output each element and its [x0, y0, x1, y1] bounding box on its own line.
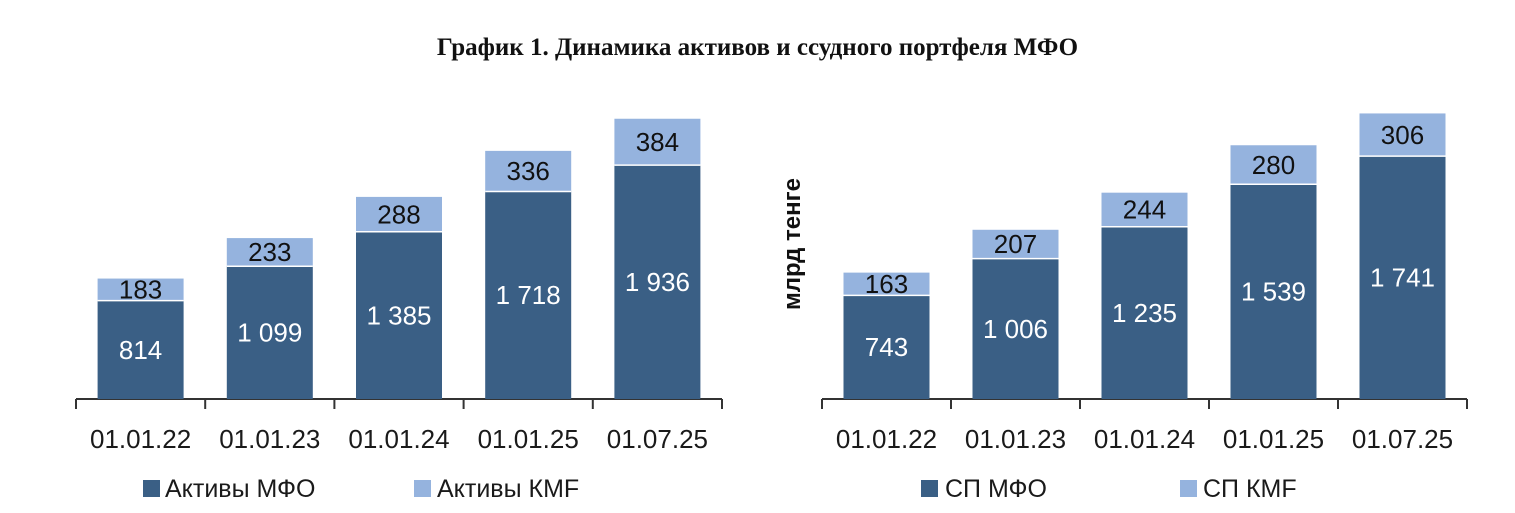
chart2-data-label-bottom: 1 741 — [1370, 263, 1435, 293]
chart1-bar-bottom — [226, 266, 313, 399]
chart2-x-tick-label: 01.01.22 — [836, 424, 937, 454]
chart2-bar-bottom — [1230, 184, 1317, 399]
chart2-data-label-top: 163 — [865, 269, 908, 299]
chart2-x-tick-label: 01.01.24 — [1094, 424, 1195, 454]
chart2-bar-bottom — [1359, 156, 1446, 399]
chart1-bar-bottom — [356, 231, 442, 399]
chart1-bar-top — [97, 278, 184, 301]
chart1-bar-bottom — [614, 165, 701, 399]
chart2-bar-bottom — [843, 295, 930, 399]
chart1-legend-swatch — [143, 480, 160, 497]
chart1-data-label-top: 288 — [377, 199, 420, 229]
chart1-data-label-bottom: 814 — [119, 335, 162, 365]
chart2-legend-label: СП МФО — [945, 475, 1047, 503]
chart2-x-tick-label: 01.01.25 — [1223, 424, 1324, 454]
chart2-bar-bottom — [972, 258, 1059, 399]
chart1-data-label-top: 336 — [507, 156, 550, 186]
chart1-data-label-bottom: 1 099 — [237, 318, 302, 348]
chart1-x-tick-label: 01.07.25 — [607, 424, 708, 454]
chart2-data-label-top: 306 — [1381, 120, 1424, 150]
chart1-x-tick-label: 01.01.22 — [90, 424, 191, 454]
chart1-data-label-bottom: 1 385 — [366, 300, 431, 330]
chart1-data-label-bottom: 1 718 — [496, 280, 561, 310]
chart2-bar-top — [1101, 192, 1188, 227]
chart1-x-tick-label: 01.01.24 — [348, 424, 449, 454]
chart2-data-label-bottom: 1 539 — [1241, 277, 1306, 307]
chart1-bar-bottom — [97, 300, 184, 399]
chart1-data-label-bottom: 1 936 — [625, 267, 690, 297]
chart2-bar-top — [1230, 145, 1317, 185]
chart2-bar-top — [972, 229, 1059, 259]
chart2-bar-bottom — [1101, 226, 1188, 399]
chart-title: График 1. Динамика активов и ссудного по… — [436, 34, 1079, 61]
chart1-x-tick-label: 01.01.23 — [219, 424, 320, 454]
chart1-legend-label: Активы КМF — [437, 475, 579, 503]
chart1-legend-swatch — [414, 480, 431, 497]
chart1-bar-bottom — [485, 191, 572, 399]
chart2-data-label-bottom: 743 — [865, 332, 908, 362]
chart1-bar-top — [226, 238, 313, 267]
chart1-data-label-top: 183 — [119, 275, 162, 305]
chart2-x-tick-label: 01.01.23 — [965, 424, 1066, 454]
chart2-legend-swatch — [1180, 480, 1197, 497]
chart2-legend-label: СП КМF — [1203, 475, 1297, 503]
chart1-data-label-top: 384 — [636, 127, 679, 157]
chart2-data-label-bottom: 1 006 — [983, 314, 1048, 344]
chart2-data-label-top: 244 — [1123, 195, 1166, 225]
chart2-legend-swatch — [921, 480, 938, 497]
chart1-data-label-top: 233 — [248, 237, 291, 267]
chart2-x-tick-label: 01.07.25 — [1352, 424, 1453, 454]
chart2-data-label-top: 280 — [1252, 150, 1295, 180]
chart2-bar-top — [1359, 113, 1446, 157]
chart1-x-tick-label: 01.01.25 — [478, 424, 579, 454]
chart1-bar-top — [485, 150, 572, 192]
chart1-bar-top — [614, 118, 701, 166]
chart2-y-axis-label: млрд тенге — [779, 178, 806, 310]
chart1-bar-top — [356, 196, 442, 232]
chart1-legend-label: Активы МФО — [165, 475, 316, 503]
chart2-data-label-top: 207 — [994, 229, 1037, 259]
chart2-data-label-bottom: 1 235 — [1112, 298, 1177, 328]
chart2-bar-top — [843, 272, 930, 296]
